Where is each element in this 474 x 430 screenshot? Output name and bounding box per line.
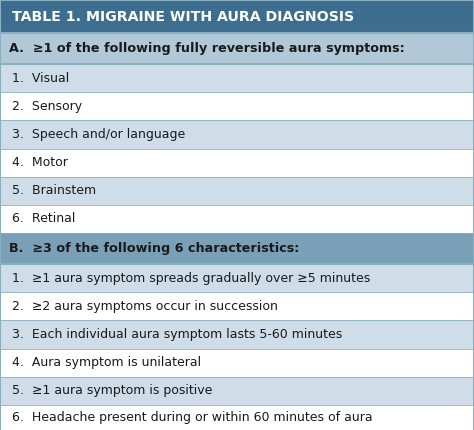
Bar xyxy=(0,92,474,120)
Bar xyxy=(0,233,474,264)
Text: 3.  Speech and/or language: 3. Speech and/or language xyxy=(12,128,185,141)
Bar xyxy=(0,0,474,33)
Text: 4.  Aura symptom is unilateral: 4. Aura symptom is unilateral xyxy=(12,356,201,369)
Text: 6.  Retinal: 6. Retinal xyxy=(12,212,75,225)
Text: 2.  Sensory: 2. Sensory xyxy=(12,100,82,113)
Bar xyxy=(0,120,474,148)
Text: A.  ≥1 of the following fully reversible aura symptoms:: A. ≥1 of the following fully reversible … xyxy=(9,42,405,55)
Bar xyxy=(0,205,474,233)
Bar xyxy=(0,177,474,205)
Bar xyxy=(0,320,474,348)
Bar xyxy=(0,148,474,177)
Bar xyxy=(0,33,474,64)
Text: 1.  Visual: 1. Visual xyxy=(12,72,69,85)
Text: 5.  Brainstem: 5. Brainstem xyxy=(12,184,96,197)
Text: TABLE 1. MIGRAINE WITH AURA DIAGNOSIS: TABLE 1. MIGRAINE WITH AURA DIAGNOSIS xyxy=(12,9,354,24)
Bar xyxy=(0,64,474,92)
Bar xyxy=(0,348,474,377)
Text: 6.  Headache present during or within 60 minutes of aura: 6. Headache present during or within 60 … xyxy=(12,411,373,424)
Text: 2.  ≥2 aura symptoms occur in succession: 2. ≥2 aura symptoms occur in succession xyxy=(12,300,278,313)
Text: 5.  ≥1 aura symptom is positive: 5. ≥1 aura symptom is positive xyxy=(12,384,212,397)
Bar xyxy=(0,264,474,292)
Bar xyxy=(0,292,474,320)
Text: 4.  Motor: 4. Motor xyxy=(12,156,68,169)
Text: B.  ≥3 of the following 6 characteristics:: B. ≥3 of the following 6 characteristics… xyxy=(9,242,300,255)
Text: 3.  Each individual aura symptom lasts 5-60 minutes: 3. Each individual aura symptom lasts 5-… xyxy=(12,328,342,341)
Text: 1.  ≥1 aura symptom spreads gradually over ≥5 minutes: 1. ≥1 aura symptom spreads gradually ove… xyxy=(12,272,370,285)
Bar xyxy=(0,405,474,430)
Bar xyxy=(0,377,474,405)
